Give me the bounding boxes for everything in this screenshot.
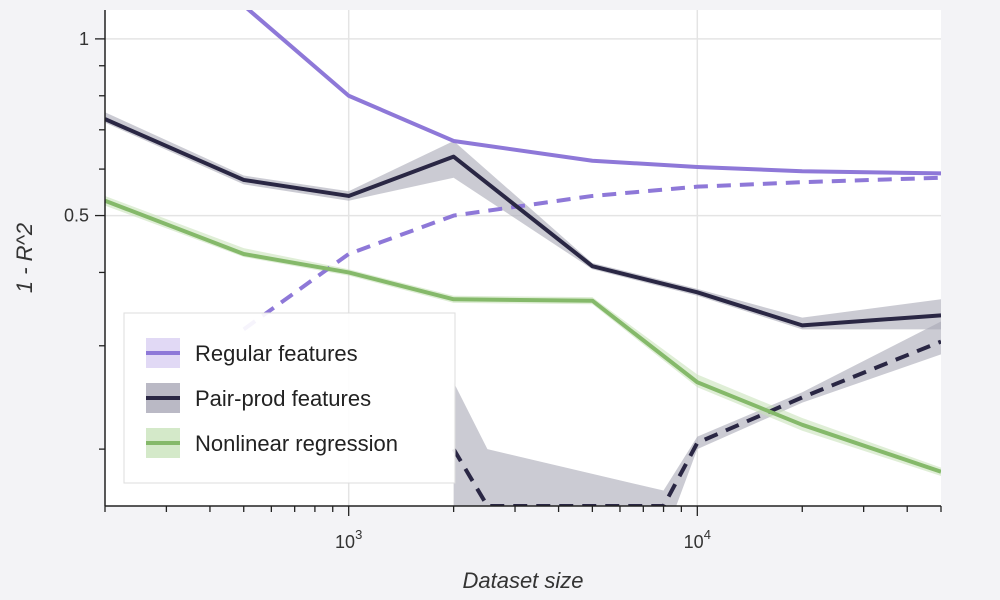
axes: 103 104 1 0.5 (64, 10, 942, 552)
series-lines (105, 10, 941, 506)
y-tick-label: 0.5 (64, 206, 89, 226)
legend-label: Regular features (195, 341, 358, 366)
legend: Regular features Pair-prod features Nonlin… (123, 312, 456, 484)
x-axis-title: Dataset size (462, 568, 583, 593)
series-line-regular-dashed (242, 175, 941, 331)
confidence-band-pairprod-dashed (453, 321, 941, 506)
y-tick-label: 1 (79, 29, 89, 49)
series-line-pairprod-dashed (451, 339, 941, 506)
series-line-nonlinear-solid (105, 198, 941, 474)
series-line-regular-solid (245, 10, 941, 176)
x-tick-label: 104 (684, 527, 711, 552)
y-axis-title: 1 - R^2 (12, 223, 37, 293)
x-tick-label: 103 (335, 527, 362, 552)
legend-label: Pair-prod features (195, 386, 371, 411)
legend-label: Nonlinear regression (195, 431, 398, 456)
confidence-band-pairprod-solid (105, 112, 941, 330)
series-line-pairprod-solid (105, 117, 941, 328)
